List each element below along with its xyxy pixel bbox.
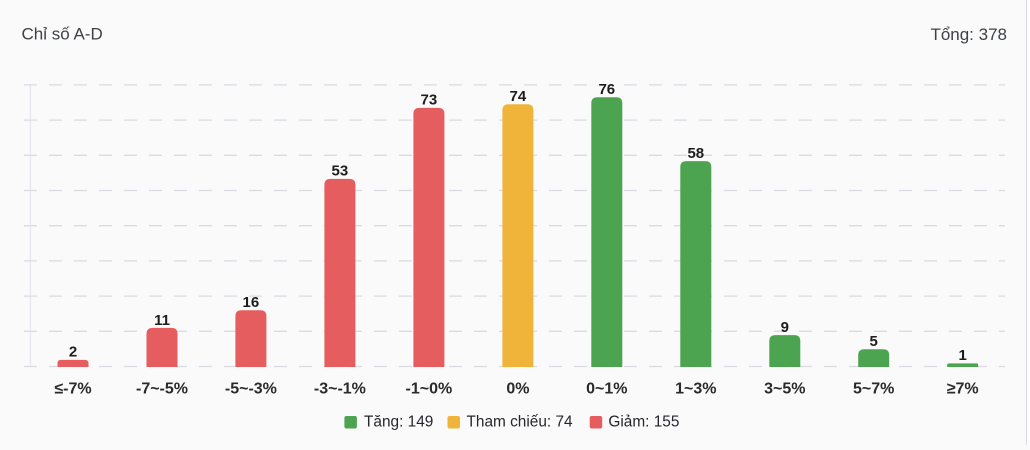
svg-text:74: 74 [510, 88, 527, 105]
svg-text:58: 58 [687, 145, 704, 162]
svg-text:≤-7%: ≤-7% [54, 381, 91, 398]
svg-text:Tham chiếu: 74: Tham chiếu: 74 [467, 414, 574, 431]
svg-text:1: 1 [959, 347, 967, 364]
svg-text:53: 53 [332, 163, 349, 180]
svg-text:0%: 0% [506, 381, 529, 398]
svg-text:3~5%: 3~5% [764, 381, 805, 398]
svg-text:Tổng: 378: Tổng: 378 [930, 25, 1007, 44]
svg-text:5~7%: 5~7% [853, 381, 894, 398]
svg-text:11: 11 [154, 312, 170, 329]
svg-text:Giảm: 155: Giảm: 155 [608, 414, 679, 431]
svg-text:-3~-1%: -3~-1% [314, 381, 366, 398]
svg-text:≥7%: ≥7% [947, 381, 979, 398]
svg-text:-7~-5%: -7~-5% [136, 381, 188, 398]
svg-text:-5~-3%: -5~-3% [225, 381, 277, 398]
svg-text:5: 5 [870, 333, 878, 350]
svg-text:-1~0%: -1~0% [406, 381, 453, 398]
svg-text:0~1%: 0~1% [586, 381, 627, 398]
svg-text:1~3%: 1~3% [675, 381, 716, 398]
svg-text:16: 16 [243, 294, 260, 311]
svg-text:Chỉ số A-D: Chỉ số A-D [22, 25, 103, 44]
svg-text:2: 2 [69, 344, 77, 361]
svg-text:Tăng: 149: Tăng: 149 [364, 414, 433, 431]
svg-text:73: 73 [421, 92, 438, 109]
svg-text:76: 76 [598, 81, 615, 98]
svg-text:9: 9 [781, 319, 789, 336]
